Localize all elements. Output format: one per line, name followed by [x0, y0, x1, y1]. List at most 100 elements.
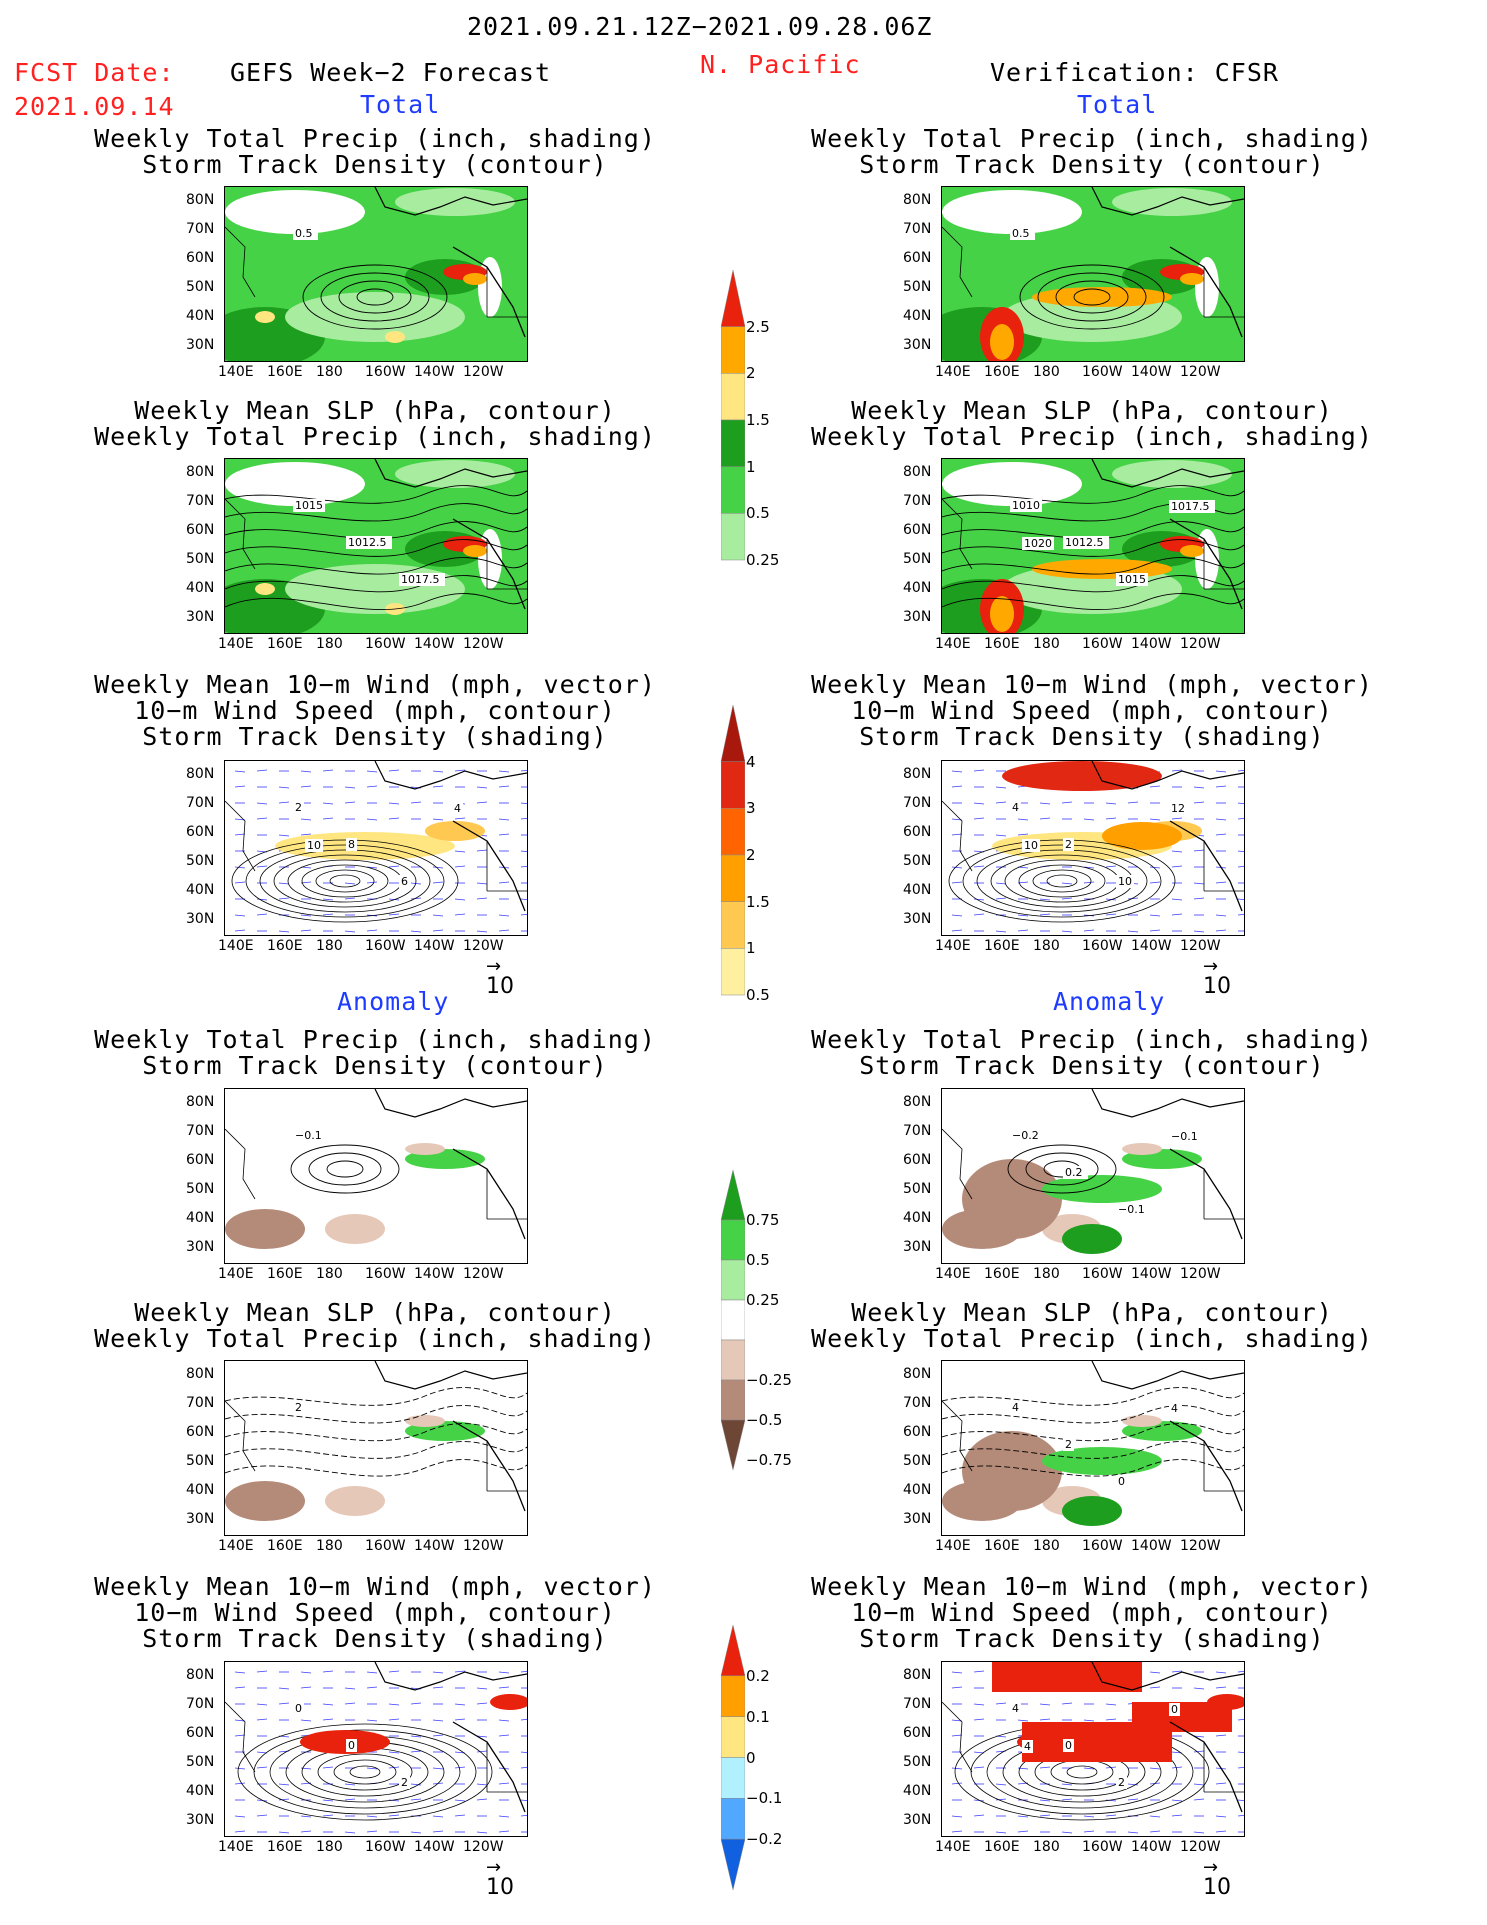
wind-vector [278, 834, 290, 837]
map-panel: 1010 1012.5 1015 1017.5 1020 [941, 458, 1245, 634]
contour-label: 4 [1012, 1702, 1019, 1715]
colorbar-segment [720, 704, 746, 762]
lat-tick-label: 70N [903, 221, 932, 237]
wind-vector [322, 802, 334, 805]
wind-vector [520, 913, 527, 916]
wind-vector [234, 866, 246, 869]
coastline-asia [225, 226, 256, 298]
wind-vector [1061, 1831, 1073, 1834]
lat-tick-label: 30N [186, 911, 215, 927]
border-line [1203, 841, 1244, 892]
lon-tick-label: 160E [984, 1538, 1020, 1554]
wind-vector [1237, 1799, 1244, 1802]
contour-label: 2 [1118, 1776, 1125, 1789]
colorbar-segment [720, 513, 746, 561]
wind-vector [1149, 1767, 1161, 1770]
wind-vector [1061, 897, 1073, 900]
map-svg: 4 2 10 12 10 [942, 761, 1244, 933]
wind-vector [1017, 1830, 1029, 1833]
border-line [1203, 1441, 1244, 1492]
wind-vector [234, 1767, 246, 1770]
heavy-precip-core [1180, 273, 1204, 285]
wind-speed-contour [245, 844, 445, 918]
wind-vector [995, 897, 1007, 900]
wind-vector [1215, 770, 1227, 773]
contour-label: 10 [307, 839, 321, 852]
track-density-high [1002, 761, 1162, 791]
colorbar-tick-label: 2.5 [746, 317, 770, 336]
wind-vector [1193, 897, 1205, 900]
lon-tick-label: 140W [414, 1839, 455, 1855]
wind-vector [1127, 801, 1139, 804]
contour-label-bg [1116, 1475, 1127, 1488]
panel-title: Weekly Mean 10−m Wind (mph, vector) 10−m… [94, 670, 656, 751]
wind-vector [432, 1719, 444, 1722]
contour-label: 1020 [1024, 537, 1052, 550]
wind-vector [498, 1671, 510, 1674]
wind-vector [973, 817, 985, 820]
lat-tick-label: 70N [186, 1123, 215, 1139]
panel-title: Weekly Mean SLP (hPa, contour) Weekly To… [811, 1298, 1373, 1353]
wind-vector [300, 1686, 312, 1689]
coastline-north [374, 1361, 527, 1390]
colorbar-tick-label: 1 [746, 457, 756, 476]
dry-land [1195, 257, 1219, 317]
wind-vector [1215, 818, 1227, 821]
track-anom-positive [992, 1662, 1142, 1692]
wind-vector [278, 1783, 290, 1786]
coastline-north [374, 761, 527, 790]
wind-vector [1083, 881, 1095, 884]
wind-vector [995, 882, 1007, 885]
coastline-asia [225, 1128, 256, 1200]
wind-anom-contour [237, 1723, 493, 1821]
wind-vector [1193, 1750, 1205, 1753]
wind-vector [1171, 1670, 1183, 1673]
wind-vector [344, 1783, 356, 1786]
lon-tick-label: 120W [463, 1538, 504, 1554]
map-panel: 0.5 [941, 186, 1245, 362]
wind-vector [1039, 1814, 1051, 1817]
storm-track-ring-3 [320, 272, 430, 322]
wind-vector [951, 881, 963, 884]
vector-reference-value: 10 [1203, 974, 1231, 999]
colorbar-segment [720, 1675, 746, 1717]
wind-vector [388, 817, 400, 820]
lon-tick-label: 160W [365, 1839, 406, 1855]
map-svg: 0.5 [942, 187, 1244, 361]
wind-vector [520, 898, 527, 901]
panel-title: Weekly Total Precip (inch, shading) Stor… [94, 124, 656, 179]
wind-vector [1149, 866, 1161, 869]
map-panel: 0.5 [224, 186, 528, 362]
map-svg: −0.2 0.2 −0.1 −0.1 [942, 1089, 1244, 1254]
wind-vector [322, 1670, 334, 1673]
section-anomaly-left: Anomaly [337, 987, 450, 1016]
wind-vector [322, 1814, 334, 1817]
wind-vector [951, 866, 963, 869]
wind-vector [1215, 929, 1227, 932]
wind-vector [1193, 1687, 1205, 1690]
wind-vector [1039, 1799, 1051, 1802]
colorbar-segment [720, 808, 746, 856]
vector-reference-value: 10 [486, 974, 514, 999]
wind-vector [322, 1703, 334, 1706]
wind-vector [520, 865, 527, 868]
lat-tick-label: 40N [903, 1783, 932, 1799]
lon-tick-label: 140E [218, 938, 254, 954]
wind-vector [520, 850, 527, 853]
wind-vector [1127, 1831, 1139, 1834]
wind-vector [476, 1798, 488, 1801]
slp-contour-2 [225, 521, 527, 540]
contour-label-bg [1022, 839, 1040, 852]
region-name: N. Pacific [700, 50, 861, 79]
coastline-americas [1169, 1420, 1243, 1512]
slp-contour-6 [225, 593, 527, 610]
lon-tick-label: 140W [414, 1266, 455, 1282]
wind-vector [995, 1783, 1007, 1786]
panel-title: Weekly Mean SLP (hPa, contour) Weekly To… [94, 396, 656, 451]
contour-label-bg [452, 802, 463, 815]
colorbar-segment [720, 1299, 746, 1341]
storm-track-ring-2 [1055, 280, 1129, 314]
contour-label: −0.1 [295, 1129, 322, 1142]
wind-vector [1237, 1718, 1244, 1721]
wind-vector [1017, 914, 1029, 917]
